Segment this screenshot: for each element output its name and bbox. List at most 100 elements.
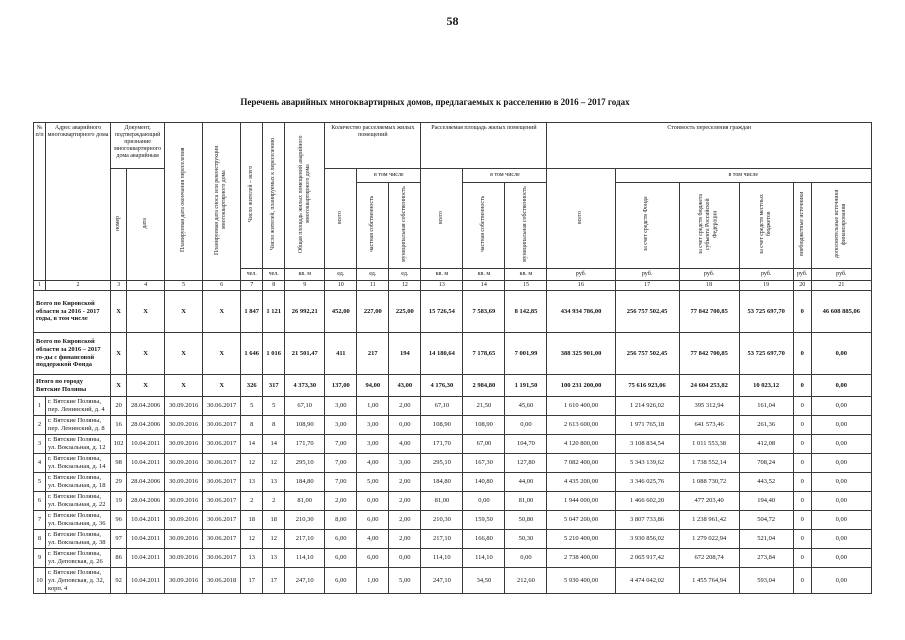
header-cost-local: за счет средств местных бюджетов [738,182,794,269]
table-cell: 21,50 [462,396,506,416]
row-number: 7 [33,510,46,530]
table-cell: 96 [110,510,128,530]
table-cell: 2,00 [388,491,422,511]
table-cell: 30.09.2016 [164,415,204,435]
address-cell: г. Вятские Поляны, пер. Ленинский, д. 4 [44,396,112,416]
column-number: 6 [202,280,242,291]
summary-label: Итого по городу Вятские Поляны [32,374,112,397]
table-cell: 0 [792,566,812,595]
table-cell: 1 646 [240,332,264,375]
column-number: 2 [44,280,112,291]
header-num: № п/п [33,122,46,281]
table-cell: 30.09.2016 [164,434,204,454]
table-cell: 0 [792,415,812,435]
table-row: 1 г. Вятские Поляны, пер. Ленинский, д. 4… [33,396,873,416]
table-cell: 159,50 [462,510,506,530]
resettlement-table: № п/п Адрес аварийного многоквартирного … [32,122,873,595]
table-cell: 140,80 [462,472,506,492]
row-number: 10 [33,566,46,595]
table-cell: 45,60 [504,396,548,416]
table-cell: 6,00 [324,529,358,549]
address-cell: г. Вятские Поляны, ул. Деповская, д. 26 [44,548,112,568]
table-cell: 53 725 697,70 [738,290,794,333]
table-cell: 4,00 [388,434,422,454]
table-cell: 7,00 [324,453,358,473]
table-cell: 0 [792,529,812,549]
table-cell: 3 346 025,76 [614,472,680,492]
table-cell: 102 [110,434,128,454]
table-cell: 8 [240,415,264,435]
table-cell: 21 501,47 [284,332,326,375]
table-cell: 30.06.2018 [202,566,242,595]
column-number: 3 [110,280,128,291]
table-cell: X [202,374,242,397]
column-number: 8 [262,280,286,291]
table-cell: 5 [262,396,286,416]
table-cell: 0,00 [810,415,873,435]
table-cell: 2 065 917,42 [614,548,680,568]
table-cell: 98 [110,453,128,473]
header-units-total: всего [324,168,358,269]
table-cell: 0 [792,290,812,333]
table-cell: 0,00 [504,415,548,435]
table-cell: 273,84 [738,548,794,568]
summary-label: Всего по Кировской области за 2016 – 201… [32,332,112,375]
header-doc-number-label: номер [114,215,121,231]
table-cell: 108,90 [462,415,506,435]
unit-label: кв. м [462,268,506,281]
table-cell: 521,04 [738,529,794,549]
table-cell: 12 [240,453,264,473]
summary-row: Всего по Кировской области за 2016 – 201… [32,332,873,375]
header-cost-additional-label: дополнительные источники финансирования [834,189,848,259]
row-number: 1 [33,396,46,416]
table-cell: 29 [110,472,128,492]
table-cell: 7 082 400,00 [546,453,616,473]
table-cell: 1 238 961,42 [678,510,740,530]
table-cell: 30.06.2017 [202,415,242,435]
table-cell: 81,00 [284,491,326,511]
header-resettlement-date: Планируемая дата окончания переселения [164,122,204,281]
table-cell: 184,80 [284,472,326,492]
page-number: 58 [446,14,459,28]
table-cell: 137,00 [324,374,358,397]
table-row: 2 г. Вятские Поляны, пер. Ленинский, д. 8… [33,415,873,435]
table-cell: 194 [388,332,422,375]
table-cell: 5 047 200,00 [546,510,616,530]
table-row: 5 г. Вятские Поляны, ул. Вокзальная, д. 1… [33,472,873,492]
column-number: 10 [324,280,358,291]
unit-label: руб. [810,268,873,281]
table-cell: 593,04 [738,566,794,595]
table-cell: 13 [240,472,264,492]
table-cell: 50,30 [504,529,548,549]
table-cell: 217,10 [284,529,326,549]
header-residents-planned-label: Число жителей, планируемых к переселению [270,138,277,251]
table-cell: 14 180,64 [420,332,464,375]
table-cell: 0 [792,491,812,511]
table-cell: 1 466 602,20 [614,491,680,511]
table-cell: 217 [356,332,390,375]
header-units-municipal: муниципальная собственность [388,182,422,269]
address-cell: г. Вятские Поляны, ул. Вокзальная, д. 12 [44,434,112,454]
table-cell: 4 373,30 [284,374,326,397]
unit-label: кв. м [284,268,326,281]
table-cell: 194,40 [738,491,794,511]
table-cell: 18 [262,510,286,530]
table-cell: 6,00 [324,566,358,595]
row-number: 5 [33,472,46,492]
table-cell: 0,00 [356,491,390,511]
table-cell: 12 [240,529,264,549]
units-row: чел. чел. кв. м ед. ед. ед. кв. м кв. м кв. м руб… [34,268,873,281]
table-cell: 30.09.2016 [164,529,204,549]
table-cell: 171,70 [284,434,326,454]
address-cell: г. Вятские Поляны, ул. Вокзальная, д. 22 [44,491,112,511]
header-residents-total: Число жителей – всего [240,122,264,269]
table-cell: 443,52 [738,472,794,492]
column-number: 1 [33,280,46,291]
table-cell: 2 [240,491,264,511]
table-cell: 10.04.2011 [126,453,166,473]
unit-label: ед. [388,268,422,281]
unit-label: руб. [678,268,740,281]
table-cell: 14 [262,434,286,454]
table-cell: 30.09.2016 [164,548,204,568]
table-cell: 10.04.2011 [126,529,166,549]
